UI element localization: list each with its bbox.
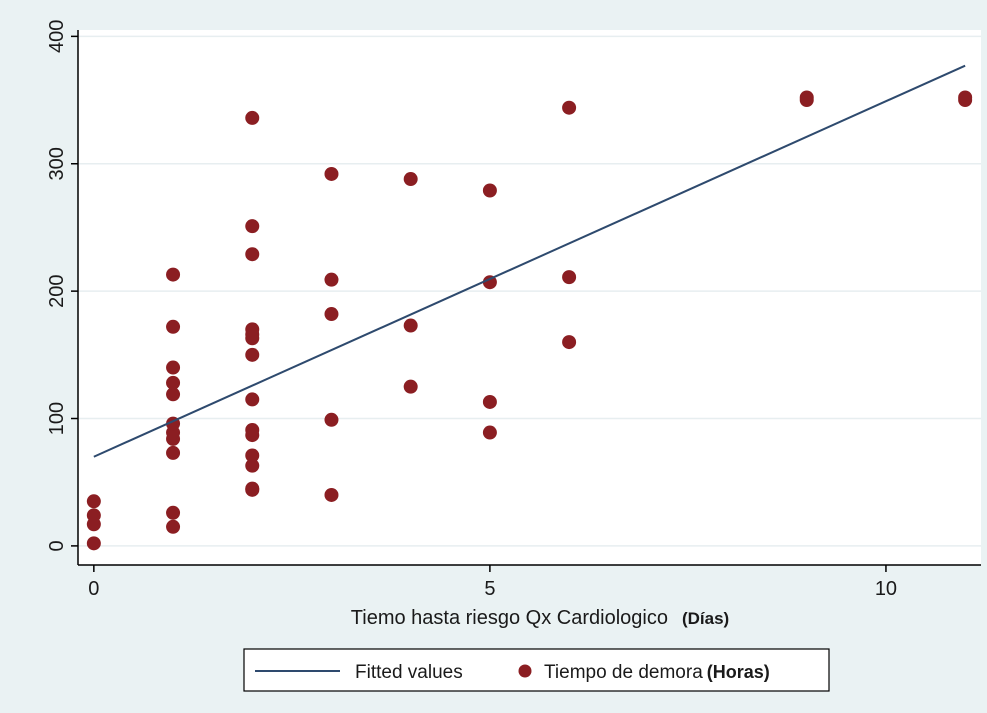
data-point	[245, 322, 260, 337]
data-point	[86, 508, 101, 523]
data-point	[245, 422, 260, 437]
data-point	[86, 494, 101, 509]
data-point	[562, 100, 577, 115]
data-point	[403, 318, 418, 333]
data-point	[166, 445, 181, 460]
y-tick-label: 400	[46, 20, 68, 53]
plot-area	[78, 30, 981, 565]
x-tick-label: 5	[484, 578, 495, 600]
data-point	[245, 219, 260, 234]
gridlines	[78, 35, 981, 547]
data-point	[245, 392, 260, 407]
data-point	[482, 394, 497, 409]
y-tick-label: 0	[46, 540, 68, 551]
data-point	[324, 166, 339, 181]
data-point	[324, 307, 339, 322]
data-point	[166, 519, 181, 534]
x-tick-label: 0	[88, 578, 99, 600]
fitted-line-group	[93, 64, 966, 458]
data-point	[166, 360, 181, 375]
data-point	[86, 536, 101, 551]
data-point	[245, 110, 260, 125]
data-point	[166, 375, 181, 390]
data-point	[166, 387, 181, 402]
data-point	[403, 379, 418, 394]
data-point	[245, 347, 260, 362]
legend-box	[243, 648, 830, 692]
data-point	[482, 183, 497, 198]
data-point	[166, 319, 181, 334]
data-point	[324, 272, 339, 287]
data-point	[245, 481, 260, 496]
x-axis-title-text: Tiemo hasta riesgo Qx Cardiologico	[351, 607, 668, 629]
legend: Fitted values Tiempo de demora (Horas)	[243, 648, 830, 692]
legend-point-symbol	[518, 664, 532, 678]
data-point	[245, 247, 260, 262]
data-point	[799, 90, 814, 105]
data-point	[166, 267, 181, 282]
x-axis-title-unit: (Días)	[682, 609, 729, 628]
data-point	[482, 425, 497, 440]
data-point	[166, 505, 181, 520]
data-point	[245, 458, 260, 473]
x-tick-label: 10	[875, 578, 897, 600]
y-tick-label: 300	[46, 147, 68, 180]
data-point	[482, 275, 497, 290]
scatter-points	[86, 90, 973, 551]
y-ticks: 0 100 200 300 400	[46, 20, 78, 551]
data-point	[403, 172, 418, 187]
data-point	[958, 90, 973, 105]
legend-points-label-text: Tiempo de demora	[544, 662, 703, 683]
x-ticks: 0 5 10	[88, 565, 897, 600]
y-tick-label: 100	[46, 402, 68, 435]
data-point	[245, 448, 260, 463]
x-axis-title: Tiemo hasta riesgo Qx Cardiologico (Días)	[351, 607, 729, 629]
fitted-values-line	[93, 64, 966, 458]
data-point	[324, 487, 339, 502]
data-point	[562, 335, 577, 350]
data-point	[324, 412, 339, 427]
data-point	[562, 270, 577, 285]
y-tick-label: 200	[46, 274, 68, 307]
legend-points-label-unit: (Horas)	[707, 662, 770, 682]
axes	[77, 30, 981, 566]
legend-points-label: Tiempo de demora (Horas)	[544, 662, 770, 683]
legend-fitted-label: Fitted values	[355, 662, 463, 683]
